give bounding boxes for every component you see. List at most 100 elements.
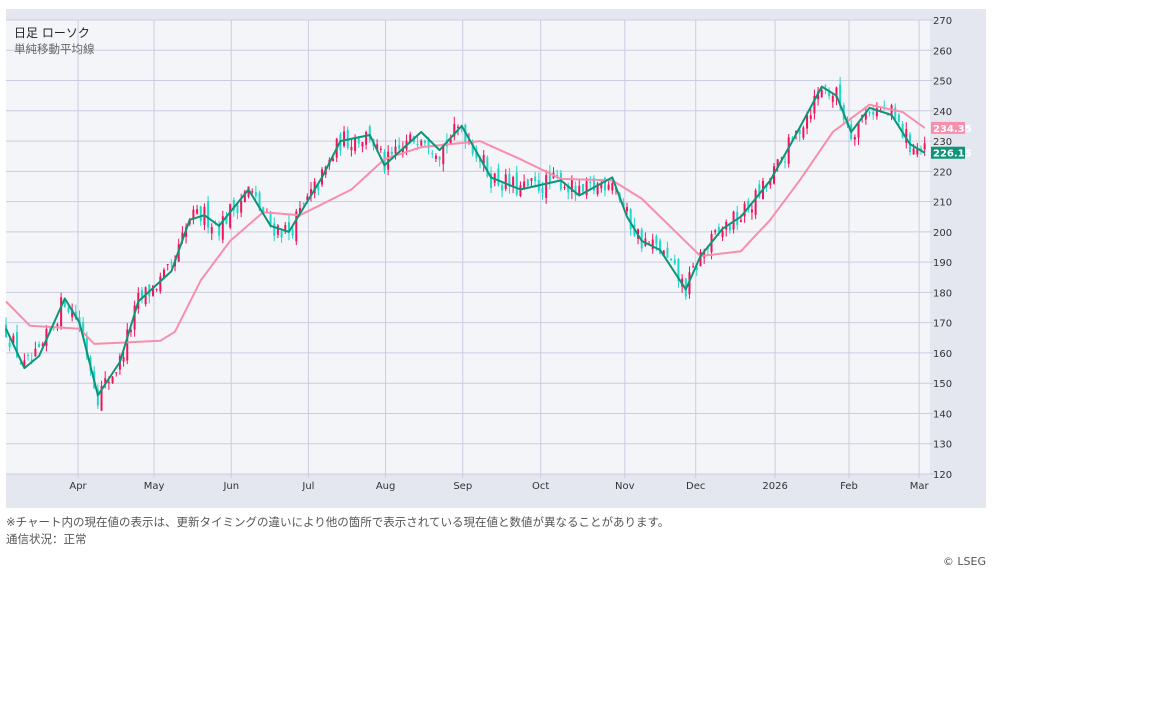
candle-body — [236, 204, 239, 214]
candle-body — [401, 147, 404, 155]
candle-body — [581, 183, 584, 192]
candle-body — [390, 151, 393, 155]
candle-body — [16, 332, 19, 358]
candle-body — [545, 174, 548, 198]
candle-body — [122, 357, 125, 362]
x-tick-label: Jul — [301, 481, 314, 492]
y-tick-label: 210 — [933, 198, 952, 209]
disclaimer-text: ※チャート内の現在値の表示は、更新タイミングの違いにより他の箇所で表示されている… — [6, 515, 670, 529]
candle-body — [306, 196, 309, 201]
candle-body — [714, 230, 717, 233]
candle-body — [207, 201, 210, 228]
x-tick-label: Jun — [222, 481, 239, 492]
candle-body — [864, 112, 867, 120]
candle-body — [666, 247, 669, 258]
candle-body — [607, 184, 610, 190]
y-tick-label: 160 — [933, 349, 952, 360]
x-tick-label: Oct — [532, 481, 549, 492]
candle-body — [251, 191, 254, 193]
sma-line — [5, 85, 926, 397]
x-tick-label: Apr — [69, 481, 87, 492]
candle-body — [912, 148, 915, 155]
candle-body — [210, 226, 213, 234]
candle-body — [41, 343, 44, 346]
connection-status: 通信状況：正常 — [6, 532, 87, 546]
x-tick-label: 2026 — [762, 481, 787, 492]
candle-body — [868, 112, 871, 114]
candle-body — [795, 130, 798, 134]
candle-body — [765, 186, 768, 188]
candle-body — [262, 207, 265, 214]
x-tick-label: Feb — [840, 481, 858, 492]
candle-body — [317, 185, 320, 191]
indicator-label: 単純移動平均線 — [14, 42, 95, 56]
candle-body — [247, 186, 250, 197]
candle-body — [894, 107, 897, 120]
candle-body — [38, 344, 41, 347]
candle-body — [12, 335, 15, 344]
candle-body — [578, 185, 581, 195]
candle-body — [332, 158, 335, 162]
candle-body — [519, 185, 522, 196]
candle-body — [512, 176, 515, 187]
candle-body — [225, 217, 228, 224]
candle-body — [8, 342, 11, 347]
candle-body — [515, 172, 518, 195]
candle-body — [159, 276, 162, 292]
candle-body — [361, 142, 364, 147]
candle-body — [420, 140, 423, 146]
last-value-label: 226.15 — [933, 149, 972, 160]
candle-body — [585, 181, 588, 196]
candle-body — [394, 146, 397, 154]
candle-body — [82, 322, 85, 337]
candle-body — [104, 378, 107, 384]
candle-body — [831, 95, 834, 102]
candle-body — [170, 262, 173, 264]
candle-body — [504, 174, 507, 189]
y-tick-label: 190 — [933, 258, 952, 269]
candle-body — [376, 144, 379, 151]
candle-body — [743, 203, 746, 217]
candle-body — [486, 157, 489, 177]
candle-body — [662, 250, 665, 256]
candle-body — [291, 230, 294, 236]
candle-body — [508, 173, 511, 187]
candle-body — [30, 359, 33, 362]
candle-body — [475, 150, 478, 158]
candle-body — [699, 252, 702, 267]
candle-body — [490, 173, 493, 188]
y-tick-label: 180 — [933, 288, 952, 299]
candle-body — [835, 87, 838, 98]
candle-body — [60, 297, 63, 327]
candle-body — [563, 187, 566, 189]
candle-body — [872, 111, 875, 115]
x-tick-label: Aug — [376, 481, 396, 492]
candle-body — [787, 137, 790, 164]
candle-body — [379, 148, 382, 150]
candle-body — [19, 362, 22, 364]
candle-body — [923, 143, 926, 150]
y-tick-label: 200 — [933, 228, 952, 239]
candle-body — [750, 209, 753, 213]
candle-body — [706, 248, 709, 250]
candle-body — [600, 182, 603, 189]
candle-body — [71, 308, 74, 318]
candle-body — [67, 307, 70, 312]
candle-body — [199, 206, 202, 222]
candle-body — [813, 95, 816, 114]
candle-body — [232, 200, 235, 211]
y-tick-label: 130 — [933, 440, 952, 451]
candle-body — [350, 146, 353, 151]
chart-type-label: 日足 ローソク — [14, 26, 90, 40]
candle-body — [721, 230, 724, 238]
candle-body — [897, 114, 900, 122]
candle-body — [34, 348, 37, 357]
candle-body — [129, 329, 132, 333]
last-value-badge — [931, 121, 965, 134]
candle-body — [820, 89, 823, 98]
chart-legend: 日足 ローソク 単純移動平均線 — [14, 25, 95, 57]
candle-body — [387, 151, 390, 170]
candle-body — [523, 181, 526, 188]
candle-body — [221, 216, 224, 240]
candle-body — [548, 172, 551, 183]
